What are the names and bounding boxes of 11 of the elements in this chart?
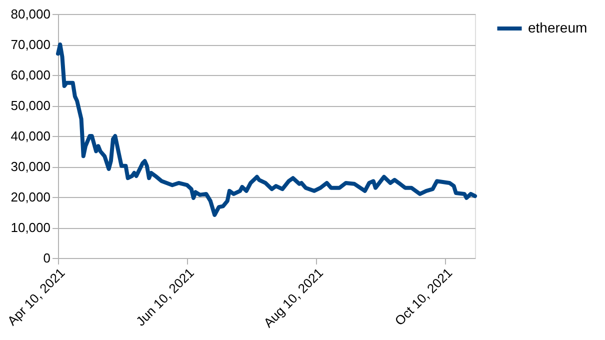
line-series [56, 42, 477, 217]
y-tick-label: 60,000 [10, 68, 50, 82]
y-tick-label: 40,000 [10, 128, 50, 144]
y-tick-label: 0 [43, 250, 50, 266]
y-tick-label: 20,000 [10, 190, 50, 204]
y-tick-label: 50,000 [10, 98, 50, 113]
y-tick-label: 10,000 [10, 220, 50, 235]
y-tick-label: 70,000 [10, 37, 50, 52]
y-tick-label: 30,000 [10, 159, 50, 174]
y-tick-label: 80,000 [10, 6, 50, 22]
legend-label: ethereum [528, 20, 588, 36]
